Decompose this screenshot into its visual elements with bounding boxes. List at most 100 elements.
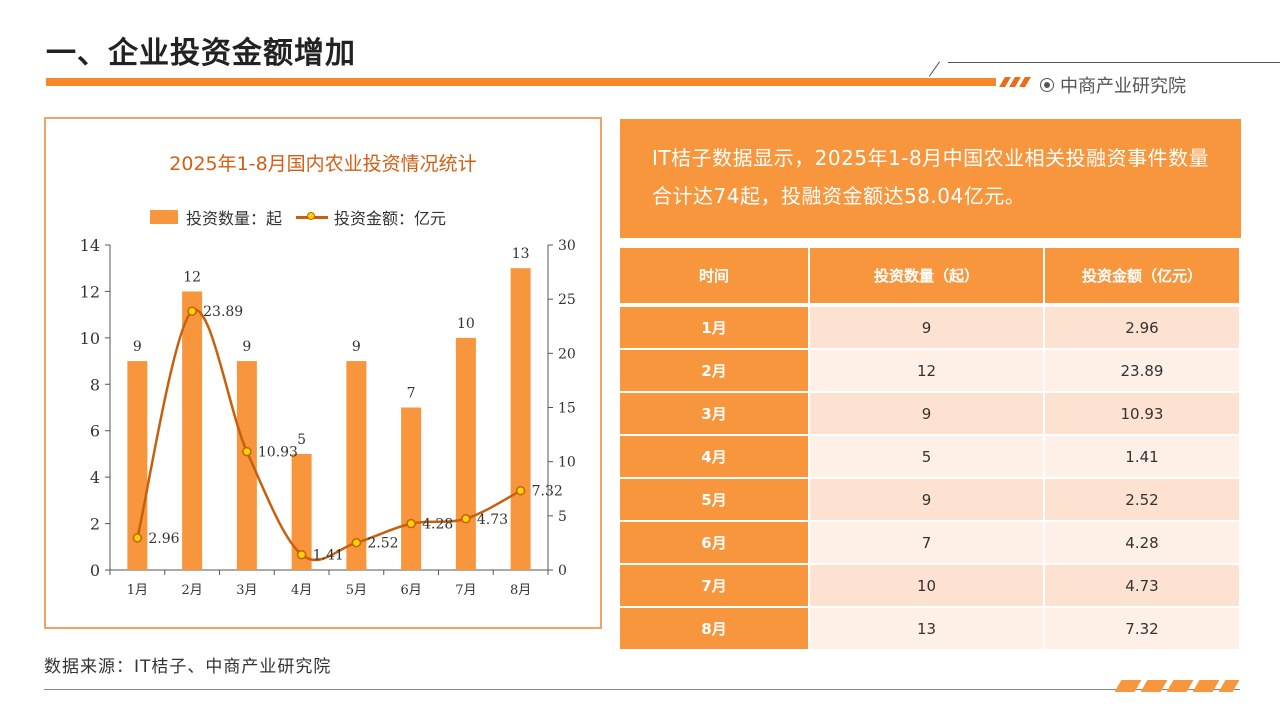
table-row: 1月 9 2.96 (620, 305, 1241, 350)
page-title: 一、企业投资金额增加 (46, 36, 356, 71)
amount-point (296, 549, 307, 560)
bar-value-label: 9 (133, 339, 142, 355)
y-left-tick-label: 2 (90, 515, 100, 534)
data-table: 时间 投资数量（起） 投资金额（亿元） 1月 9 2.96 2月 12 23.89 3月… (620, 248, 1241, 651)
header-rule-diagonal (928, 61, 940, 77)
amount-point (242, 446, 252, 457)
title-stripes-decoration (998, 77, 1032, 87)
table-cell-month: 1月 (620, 305, 810, 350)
table-cell-count: 12 (809, 349, 1045, 393)
table-cell-amount: 7.32 (1044, 607, 1241, 651)
table-header-amount: 投资金额（亿元） (1044, 248, 1241, 307)
brand-name: 中商产业研究院 (1060, 76, 1186, 97)
amount-value-label: 4.73 (477, 512, 508, 528)
amount-point (406, 518, 416, 529)
y-right-tick-label: 0 (558, 563, 567, 579)
amount-series-line (136, 308, 522, 562)
bar (510, 268, 531, 570)
table-header-time: 时间 (620, 248, 810, 307)
table-cell-count: 13 (809, 607, 1045, 651)
y-left-tick-label: 4 (90, 468, 100, 487)
bar-value-label: 7 (407, 386, 416, 402)
amount-point (351, 537, 362, 548)
table-cell-count: 7 (809, 521, 1045, 565)
table-row: 5月 9 2.52 (620, 478, 1241, 522)
y-left-tick-label: 14 (80, 236, 100, 255)
amount-value-label: 10.93 (258, 445, 298, 461)
y-right-tick-label: 10 (558, 455, 576, 471)
y-right-tick-label: 15 (558, 401, 576, 417)
bar (346, 361, 367, 570)
legend-label-amount: 投资金额：亿元 (334, 209, 447, 228)
y-right-tick-label: 5 (558, 509, 567, 525)
table-cell-month: 8月 (620, 607, 810, 651)
y-right-tick-label: 20 (558, 346, 576, 362)
bar-value-label: 5 (297, 432, 306, 448)
chart-panel: 2025年1-8月国内农业投资情况统计 投资数量：起 投资金额：亿元 0 2 4 6 8… (44, 117, 602, 629)
bar-value-label: 9 (242, 339, 251, 355)
y-left-tick-label: 12 (80, 282, 100, 301)
y-left-tick-label: 0 (90, 561, 100, 580)
x-tick-label: 4月 (291, 583, 312, 598)
amount-value-label: 4.28 (422, 517, 453, 533)
x-tick-label: 2月 (181, 583, 202, 598)
legend-line-swatch (296, 210, 329, 224)
bar (182, 291, 203, 570)
footer-stripes-decoration (1112, 680, 1242, 692)
footer-rule (44, 689, 1240, 690)
amount-value-label: 1.41 (313, 548, 344, 564)
table-cell-amount: 4.28 (1044, 521, 1241, 565)
y-left-tick-label: 6 (90, 422, 100, 441)
table-row: 7月 10 4.73 (620, 564, 1241, 608)
x-tick-label: 8月 (510, 583, 531, 598)
y-left-tick-label: 8 (90, 375, 100, 394)
x-tick-label: 6月 (400, 583, 421, 598)
table-cell-count: 5 (809, 435, 1045, 479)
table-cell-count: 9 (809, 305, 1045, 350)
table-cell-month: 6月 (620, 521, 810, 565)
amount-point (132, 533, 143, 543)
bar-value-label: 12 (183, 269, 201, 285)
table-cell-month: 5月 (620, 478, 810, 522)
table-row: 4月 5 1.41 (620, 435, 1241, 479)
table-cell-month: 2月 (620, 349, 810, 393)
amount-value-label: 7.32 (532, 484, 563, 500)
table-cell-count: 9 (809, 478, 1045, 522)
table-header-count: 投资数量（起） (809, 248, 1045, 307)
amount-point (187, 306, 197, 316)
bar (236, 361, 257, 570)
x-tick-label: 5月 (346, 583, 367, 598)
bar-value-label: 10 (457, 316, 475, 332)
x-tick-label: 7月 (455, 583, 476, 598)
legend-label-count: 投资数量：起 (186, 209, 283, 228)
summary-box: IT桔子数据显示，2025年1-8月中国农业相关投融资事件数量合计达74起，投融… (620, 119, 1241, 238)
title-underline-bar (46, 78, 996, 86)
brand-logo: 中商产业研究院 (1040, 72, 1186, 98)
table-cell-month: 3月 (620, 392, 810, 436)
brand-circle-icon (1040, 78, 1054, 92)
y-left-tick-label: 10 (80, 329, 100, 348)
chart-svg: 0 2 4 6 8 10 12 14 0 5 10 15 20 25 30 1月 2月 3月 4月 5月 6月 7月 8月 9… (80, 236, 576, 598)
header-rule (948, 62, 1280, 63)
table-row: 8月 13 7.32 (620, 607, 1241, 651)
amount-value-label: 2.96 (148, 531, 179, 547)
table-cell-count: 10 (809, 564, 1045, 608)
amount-point (515, 485, 526, 496)
x-tick-label: 3月 (236, 583, 257, 598)
legend-item-count: 投资数量：起 (150, 205, 282, 229)
bar (401, 407, 422, 570)
table-cell-amount: 4.73 (1044, 564, 1241, 608)
table-cell-count: 9 (809, 392, 1045, 436)
table-cell-amount: 2.96 (1044, 305, 1241, 350)
amount-value-label: 2.52 (367, 536, 398, 552)
table-row: 3月 9 10.93 (620, 392, 1241, 436)
chart-title: 2025年1-8月国内农业投资情况统计 (169, 153, 477, 175)
legend-bar-swatch (150, 210, 178, 224)
amount-point (461, 514, 471, 524)
bar (291, 453, 312, 570)
table-header-row: 时间 投资数量（起） 投资金额（亿元） (620, 248, 1241, 307)
table-cell-month: 7月 (620, 564, 810, 608)
y-right-tick-label: 30 (558, 238, 576, 254)
table-cell-amount: 1.41 (1044, 435, 1241, 479)
bar (455, 337, 476, 570)
